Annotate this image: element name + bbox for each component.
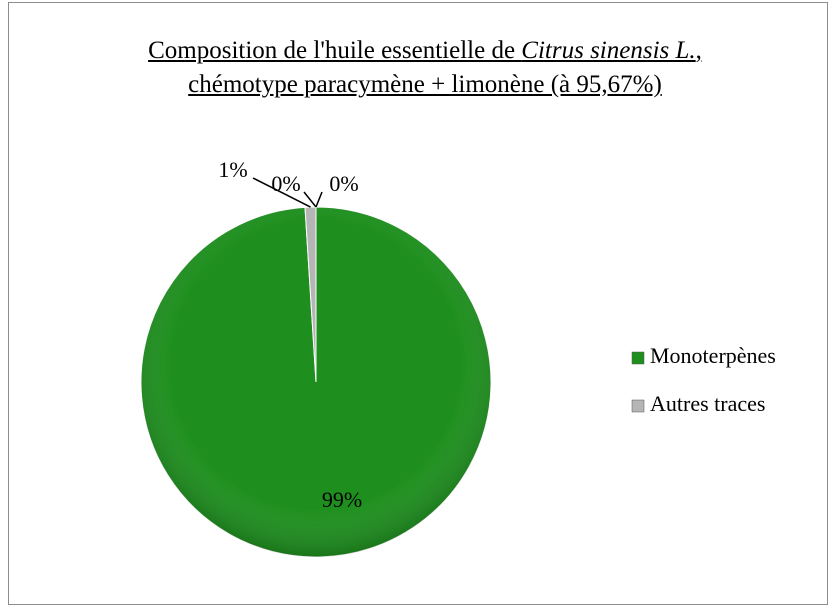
chart-title: Composition de l'huile essentielle de Ci… [95,34,755,102]
pie-shade [141,207,491,557]
data-label: 1% [218,157,247,182]
data-label: 0% [329,171,358,196]
legend-marker [631,399,645,413]
title-part: Citrus sinensis L. [521,37,696,64]
chart-frame [8,2,828,605]
leader-line [303,191,317,208]
title-part: Composition de l'huile essentielle de [148,37,522,64]
legend-label: Autres traces [650,391,765,416]
legend-label: Monoterpènes [650,343,776,368]
title-part: , chémotype paracymène + limonène (à 95,… [188,37,702,98]
legend-marker [631,351,645,365]
data-label: 0% [271,171,300,196]
leader-line [252,177,311,208]
leader-line [315,191,323,208]
